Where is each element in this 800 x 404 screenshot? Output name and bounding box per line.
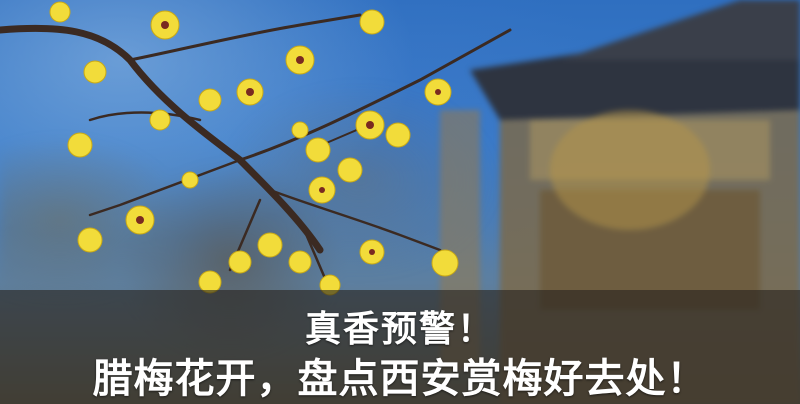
caption-headline: 真香预警！ <box>304 309 495 350</box>
caption-subheadline: 腊梅花开，盘点西安赏梅好去处！ <box>92 356 708 402</box>
blossom-centers <box>136 21 441 255</box>
caption-band <box>0 290 800 404</box>
blossoms <box>49 1 459 296</box>
